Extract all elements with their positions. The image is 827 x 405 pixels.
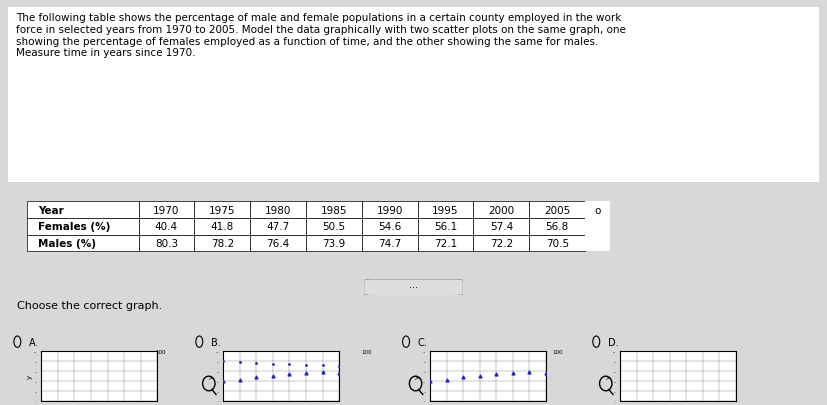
Text: C.: C. [418,337,428,347]
Text: Choose the correct graph.: Choose the correct graph. [17,301,162,311]
Point [283,371,296,377]
Point [316,362,329,369]
Point [506,370,519,376]
Point [266,361,280,368]
Text: B.: B. [211,337,221,347]
Text: ···: ··· [409,283,418,292]
Point [440,377,453,384]
Text: D.: D. [608,337,619,347]
Point [217,358,230,364]
Point [299,370,313,376]
Y-axis label: y: y [415,374,421,378]
Y-axis label: y: y [605,374,611,378]
Point [332,363,346,369]
Point [316,369,329,376]
Text: 100: 100 [552,349,562,354]
Point [283,361,296,367]
Point [423,378,437,384]
Point [539,369,552,376]
FancyBboxPatch shape [8,8,819,182]
Point [217,378,230,384]
Point [299,362,313,369]
Point [233,359,246,365]
FancyBboxPatch shape [364,279,463,296]
Point [250,360,263,366]
Point [332,369,346,376]
Text: 100: 100 [361,349,372,354]
Point [473,373,486,379]
Point [266,373,280,379]
Point [233,377,246,384]
Point [490,371,503,377]
Text: A.: A. [29,337,38,347]
Point [523,369,536,376]
Text: 100: 100 [155,349,165,354]
Point [250,374,263,381]
Text: The following table shows the percentage of male and female populations in a cer: The following table shows the percentage… [17,13,626,58]
Point [457,374,470,381]
Y-axis label: y: y [26,374,32,378]
Y-axis label: y: y [208,374,214,378]
